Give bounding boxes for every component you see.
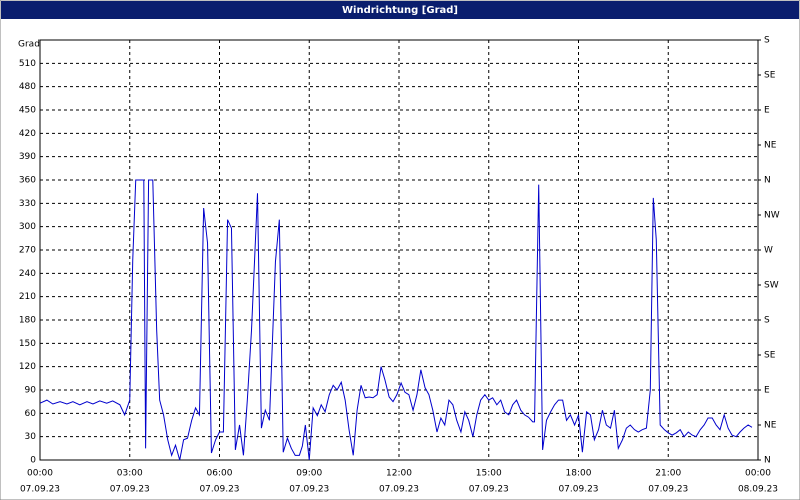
title-bar [1, 1, 799, 19]
x-tick-label: 12:00 [386, 469, 412, 479]
y-tick-label: 510 [19, 59, 36, 69]
x-tick-date: 07.09.23 [469, 485, 509, 495]
y-tick-label: 420 [19, 129, 36, 139]
x-tick-date: 08.09.23 [738, 485, 778, 495]
y2-tick-label: E [764, 386, 770, 396]
x-tick-date: 07.09.23 [289, 485, 329, 495]
data-line [39, 179, 753, 461]
y-tick-label: 90 [25, 386, 37, 396]
x-tick-label: 00:00 [745, 469, 771, 479]
y2-tick-label: S [764, 316, 770, 326]
y-axis-label: Grad [18, 40, 40, 50]
y2-tick-label: SE [764, 351, 776, 361]
x-tick-date: 07.09.23 [558, 485, 598, 495]
y2-tick-label: N [764, 456, 771, 466]
x-tick-label: 09:00 [296, 469, 322, 479]
y-tick-label: 390 [19, 152, 36, 162]
y2-tick-label: NW [764, 211, 780, 221]
y-tick-label: 210 [19, 292, 36, 302]
x-tick-date: 07.09.23 [379, 485, 419, 495]
y-tick-label: 180 [19, 316, 36, 326]
y-tick-label: 450 [19, 106, 36, 116]
x-tick-label: 15:00 [476, 469, 502, 479]
x-tick-label: 03:00 [117, 469, 143, 479]
y-tick-label: 360 [19, 176, 36, 186]
y-tick-label: 480 [19, 82, 36, 92]
y-tick-label: 60 [25, 409, 37, 419]
y-tick-label: 330 [19, 199, 36, 209]
y-tick-label: 300 [19, 222, 36, 232]
y2-tick-label: SE [764, 71, 776, 81]
x-tick-date: 07.09.23 [648, 485, 688, 495]
y2-tick-label: NE [764, 421, 777, 431]
x-tick-label: 21:00 [655, 469, 681, 479]
x-tick-date: 07.09.23 [20, 485, 60, 495]
x-tick-label: 00:00 [27, 469, 53, 479]
y2-tick-label: N [764, 176, 771, 186]
y-tick-label: 240 [19, 269, 36, 279]
x-tick-date: 07.09.23 [110, 485, 150, 495]
y2-tick-label: SW [764, 281, 779, 291]
y2-tick-label: E [764, 106, 770, 116]
y-tick-label: 120 [19, 362, 36, 372]
y2-tick-label: S [764, 36, 770, 46]
y-tick-label: 0 [30, 456, 36, 466]
x-tick-label: 06:00 [207, 469, 233, 479]
x-tick-label: 18:00 [566, 469, 592, 479]
y-tick-label: 270 [19, 246, 36, 256]
y2-tick-label: NE [764, 141, 777, 151]
x-tick-date: 07.09.23 [199, 485, 239, 495]
y-tick-label: 150 [19, 339, 36, 349]
y-tick-label: 30 [25, 432, 37, 442]
chart-title: Windrichtung [Grad] [342, 5, 458, 16]
y2-tick-label: W [764, 246, 773, 256]
